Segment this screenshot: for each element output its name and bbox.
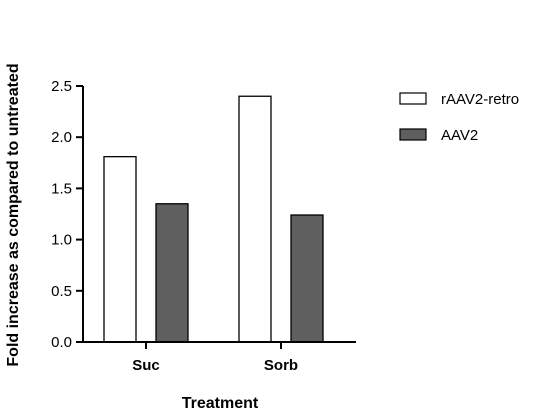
y-axis-title: Fold increase as compared to untreated [5, 63, 22, 366]
x-axis-title: Treatment [182, 395, 259, 412]
bars-group [103, 95, 324, 343]
legend-label-raav2-retro: rAAV2-retro [441, 91, 519, 108]
bar-suc-raav2-retro [103, 156, 137, 343]
x-axis: Suc Sorb [82, 341, 356, 374]
bar-sorb-aav2 [290, 214, 324, 343]
x-tick-label-sorb: Sorb [264, 357, 298, 374]
y-tick-label-2: 1.0 [51, 232, 72, 249]
y-tick-label-0: 0.0 [51, 334, 72, 351]
y-tick-label-5: 2.5 [51, 78, 72, 95]
legend-swatch-aav2 [399, 128, 427, 141]
legend-label-aav2: AAV2 [441, 127, 478, 144]
legend: rAAV2-retro AAV2 [399, 91, 519, 144]
y-tick-label-3: 1.5 [51, 180, 72, 197]
y-axis: 0.0 0.5 1.0 1.5 2.0 2.5 [51, 78, 84, 351]
bar-suc-aav2 [155, 203, 189, 343]
bar-sorb-raav2-retro [238, 95, 272, 343]
y-tick-label-4: 2.0 [51, 129, 72, 146]
y-tick-label-1: 0.5 [51, 283, 72, 300]
x-tick-label-suc: Suc [132, 357, 160, 374]
legend-swatch-raav2-retro [399, 92, 427, 105]
